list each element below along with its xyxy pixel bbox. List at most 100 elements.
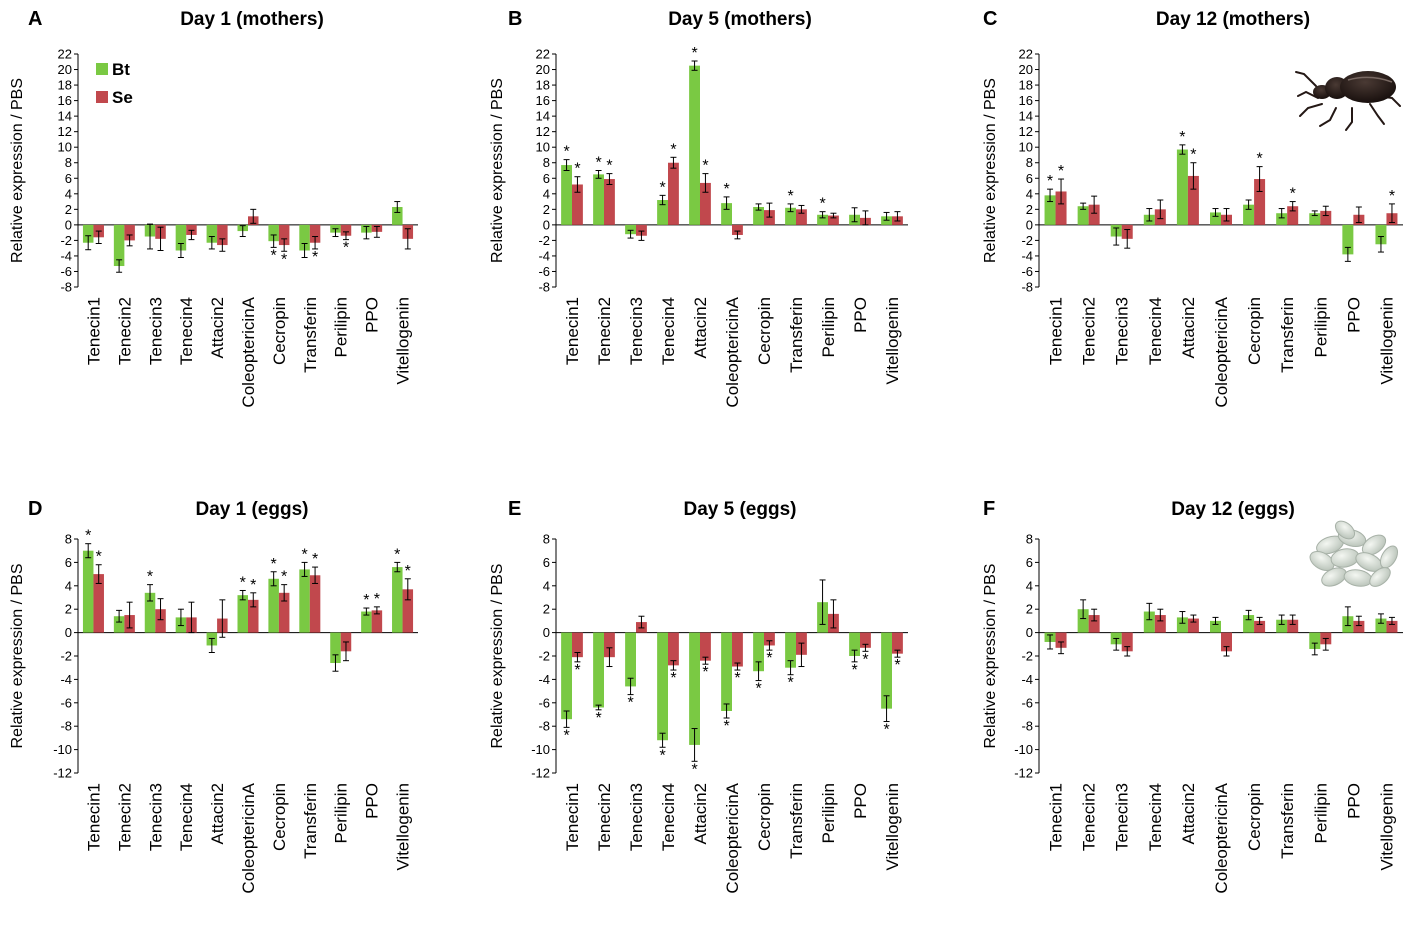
- bar-bt: [657, 632, 668, 741]
- chart-title: Day 1 (eggs): [196, 499, 309, 520]
- bar-se: [892, 632, 903, 654]
- bar-se: [796, 209, 807, 225]
- y-tick-label: 6: [543, 171, 550, 186]
- bar-se: [278, 592, 290, 633]
- bar-se: [604, 632, 615, 658]
- y-tick-label: 0: [543, 217, 550, 232]
- x-tick-label: Tenecin4: [659, 297, 678, 365]
- y-tick-label: 6: [543, 555, 550, 570]
- bar-bt: [849, 632, 860, 656]
- x-tick-label: Attacin2: [1179, 783, 1198, 844]
- bar-bt: [268, 224, 279, 242]
- significance-marker: *: [563, 727, 569, 744]
- x-tick-label: Vitellogenin: [394, 783, 413, 871]
- x-tick-label: Tenecin2: [115, 783, 134, 851]
- significance-marker: *: [595, 710, 601, 727]
- y-tick-label: -6: [1021, 695, 1033, 710]
- bar-se: [700, 632, 711, 661]
- y-tick-label: 2: [543, 202, 550, 217]
- significance-marker: *: [659, 747, 665, 764]
- bar-bt: [689, 65, 700, 225]
- bar-se: [309, 224, 321, 243]
- y-tick-label: 20: [536, 62, 550, 77]
- y-tick-label: -12: [1014, 766, 1033, 781]
- bar-bt: [361, 611, 372, 633]
- x-tick-label: Tenecin4: [1146, 783, 1165, 851]
- y-tick-label: 6: [65, 555, 72, 570]
- significance-marker: *: [271, 247, 277, 264]
- x-tick-label: Transferin: [301, 297, 320, 373]
- bar-bt: [392, 207, 403, 225]
- bar-bt: [299, 224, 310, 251]
- chart-title: Day 12 (mothers): [1156, 9, 1310, 30]
- x-tick-label: Tenecin1: [1047, 297, 1066, 365]
- y-tick-label: 0: [543, 625, 550, 640]
- significance-marker: *: [659, 179, 665, 196]
- y-tick-label: -6: [60, 695, 72, 710]
- y-tick-label: -8: [1021, 280, 1033, 295]
- bar-bt: [299, 569, 310, 633]
- bar-bt: [1176, 149, 1188, 225]
- x-tick-label: Perilipin: [1311, 783, 1330, 843]
- y-tick-label: -2: [60, 649, 72, 664]
- bar-se: [860, 632, 871, 648]
- bar-bt: [113, 616, 125, 633]
- x-tick-label: Tenecin1: [84, 297, 103, 365]
- bar-bt: [721, 203, 732, 225]
- significance-marker: *: [405, 563, 411, 580]
- significance-marker: *: [574, 662, 580, 679]
- bar-bt: [1143, 611, 1155, 633]
- bar-bt: [1309, 632, 1321, 649]
- significance-marker: *: [883, 722, 889, 739]
- significance-marker: *: [343, 240, 349, 257]
- bar-se: [668, 632, 679, 666]
- bar-bt: [392, 567, 403, 633]
- y-tick-label: 6: [1026, 171, 1033, 186]
- x-tick-label: Tenecin2: [595, 783, 614, 851]
- bar-bt: [561, 165, 572, 225]
- y-axis-label: Relative expression / PBS: [982, 78, 999, 263]
- bar-bt: [1210, 212, 1221, 225]
- y-tick-label: -4: [1021, 248, 1033, 263]
- y-tick-label: 0: [1026, 625, 1033, 640]
- bar-bt: [82, 550, 94, 633]
- y-tick-label: -4: [538, 248, 550, 263]
- bar-se: [1088, 204, 1100, 225]
- y-tick-label: -8: [538, 280, 550, 295]
- significance-marker: *: [1290, 186, 1296, 203]
- x-tick-label: Tenecin3: [627, 783, 646, 851]
- y-tick-label: 16: [58, 93, 72, 108]
- y-tick-label: 18: [1019, 78, 1033, 93]
- y-tick-label: 2: [65, 602, 72, 617]
- x-tick-label: Tenecin4: [177, 783, 196, 851]
- significance-marker: *: [894, 657, 900, 674]
- significance-marker: *: [862, 651, 868, 668]
- significance-marker: *: [606, 158, 612, 175]
- significance-marker: *: [819, 196, 825, 213]
- y-tick-label: -2: [1021, 649, 1033, 664]
- x-tick-label: ColeoptericinA: [239, 296, 258, 407]
- y-tick-label: 2: [1026, 202, 1033, 217]
- bar-se: [604, 179, 615, 225]
- y-tick-label: -8: [60, 280, 72, 295]
- bar-bt: [1176, 617, 1188, 633]
- significance-marker: *: [595, 155, 601, 172]
- y-tick-label: 12: [536, 124, 550, 139]
- bar-se: [248, 599, 259, 633]
- y-tick-label: 14: [1019, 109, 1033, 124]
- bar-bt: [561, 632, 572, 720]
- y-tick-label: 14: [58, 109, 72, 124]
- x-tick-label: Perilipin: [332, 297, 351, 357]
- significance-marker: *: [374, 591, 380, 608]
- y-axis-label: Relative expression / PBS: [9, 564, 26, 749]
- x-tick-label: Cecropin: [755, 783, 774, 851]
- x-tick-label: Tenecin2: [1080, 297, 1099, 365]
- y-tick-label: 14: [536, 109, 550, 124]
- beetle-icon: [1295, 71, 1401, 131]
- bar-bt: [689, 632, 700, 745]
- y-tick-label: -4: [60, 248, 72, 263]
- y-tick-label: -6: [538, 264, 550, 279]
- x-tick-label: Cecropin: [1245, 297, 1264, 365]
- x-tick-label: Tenecin1: [1047, 783, 1066, 851]
- bar-bt: [625, 224, 636, 235]
